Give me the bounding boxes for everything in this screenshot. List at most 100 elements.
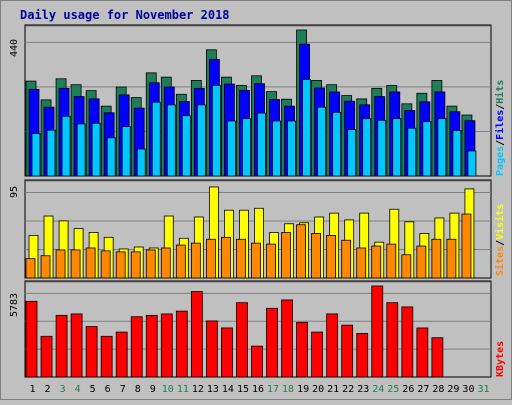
day-label-7: 7	[120, 384, 126, 395]
bar-sites-day-30	[461, 213, 472, 279]
bar-kbytes-day-21	[326, 313, 339, 378]
bar-pages-day-30	[467, 150, 477, 177]
bar-sites-day-7	[115, 251, 126, 279]
legend-panel2: Sites/Visits	[494, 204, 506, 276]
bar-sites-day-3	[55, 249, 66, 279]
bar-pages-day-25	[392, 118, 402, 177]
bar-pages-day-11	[181, 115, 191, 177]
day-label-20: 20	[312, 384, 324, 395]
bar-sites-day-18	[281, 232, 291, 279]
day-label-29: 29	[447, 384, 459, 395]
chart-title: Daily usage for November 2018	[20, 8, 230, 22]
bar-sites-day-21	[326, 234, 337, 279]
legend-panel3: KBytes	[495, 341, 506, 377]
day-label-28: 28	[432, 384, 444, 395]
bar-kbytes-day-16	[251, 345, 263, 378]
bar-sites-day-5	[85, 247, 96, 279]
bar-kbytes-day-20	[311, 331, 324, 378]
bar-sites-day-19	[296, 224, 306, 279]
bar-kbytes-day-17	[266, 307, 278, 378]
day-label-24: 24	[372, 384, 384, 395]
bar-kbytes-day-14	[221, 327, 233, 378]
bar-sites-day-2	[40, 255, 51, 279]
bar-pages-day-19	[302, 79, 311, 177]
bar-kbytes-day-28	[431, 337, 444, 378]
bar-sites-day-26	[401, 254, 412, 279]
day-label-2: 2	[45, 384, 51, 395]
legend-panel1: Pages/Files/Hits	[494, 80, 506, 176]
day-label-6: 6	[105, 384, 111, 395]
bar-sites-day-4	[70, 249, 81, 279]
bar-kbytes-day-25	[386, 302, 399, 378]
day-label-14: 14	[222, 384, 234, 395]
bar-kbytes-day-15	[236, 302, 248, 378]
bar-pages-day-12	[196, 104, 206, 177]
bar-sites-day-14	[221, 236, 231, 279]
bar-pages-day-27	[422, 121, 432, 177]
day-label-15: 15	[237, 384, 249, 395]
day-label-10: 10	[162, 384, 174, 395]
legend-entry: Hits	[494, 80, 506, 104]
bar-pages-day-3	[61, 115, 71, 177]
bar-kbytes-day-23	[356, 333, 369, 378]
day-label-18: 18	[282, 384, 294, 395]
bar-kbytes-day-4	[70, 313, 83, 378]
bar-pages-day-23	[362, 118, 372, 177]
bar-pages-day-21	[332, 111, 342, 177]
day-label-25: 25	[387, 384, 399, 395]
day-label-22: 22	[342, 384, 354, 395]
hits-files-pages-panel: 440	[9, 24, 492, 177]
bar-pages-day-17	[272, 120, 281, 177]
bar-pages-day-24	[377, 119, 387, 177]
bar-kbytes-day-9	[145, 314, 158, 378]
bar-pages-day-9	[151, 101, 161, 177]
bar-pages-day-28	[437, 118, 447, 177]
bar-kbytes-day-24	[371, 285, 384, 378]
bar-pages-day-29	[452, 130, 462, 177]
bar-sites-day-9	[145, 249, 156, 279]
day-label-16: 16	[252, 384, 264, 395]
bar-kbytes-day-7	[115, 331, 128, 378]
bar-sites-day-6	[100, 250, 111, 279]
legend-entry: /	[495, 240, 506, 246]
bar-sites-day-1	[25, 258, 36, 279]
day-labels: 1 2 3 4 5 6 7 8 9 10 11 12 13 14 15 16 17 18 19 20 21 22 23 24 2…	[30, 384, 490, 395]
bar-pages-day-2	[46, 129, 56, 177]
day-label-21: 21	[327, 384, 339, 395]
bar-kbytes-day-3	[55, 314, 68, 378]
day-label-8: 8	[135, 384, 141, 395]
legend-entry: Files	[494, 110, 506, 140]
bar-kbytes-day-18	[281, 299, 293, 378]
bar-sites-day-10	[160, 247, 171, 279]
bar-pages-day-7	[121, 126, 131, 177]
day-label-26: 26	[402, 384, 414, 395]
bar-sites-day-17	[266, 243, 276, 279]
bar-sites-day-16	[251, 242, 261, 279]
bar-kbytes-day-22	[341, 324, 354, 378]
day-label-12: 12	[192, 384, 204, 395]
day-label-31: 31	[477, 384, 489, 395]
bar-kbytes-day-8	[130, 316, 143, 378]
bar-sites-day-25	[386, 243, 397, 279]
bar-pages-day-15	[242, 118, 251, 177]
bar-sites-day-20	[311, 233, 322, 279]
legend-entry: /	[495, 140, 506, 146]
legend-entry: Visits	[494, 204, 506, 240]
day-label-17: 17	[267, 384, 279, 395]
bar-kbytes-day-27	[416, 327, 429, 378]
bar-kbytes-day-26	[401, 306, 414, 378]
bar-sites-day-11	[175, 244, 186, 279]
kbytes-panel: 5783	[9, 280, 492, 378]
bar-pages-day-14	[227, 120, 236, 177]
bar-pages-day-22	[347, 129, 357, 177]
bar-pages-day-16	[257, 112, 266, 177]
y-max-label: 440	[9, 39, 20, 57]
bar-kbytes-day-12	[190, 291, 203, 378]
day-label-9: 9	[150, 384, 156, 395]
day-label-19: 19	[297, 384, 309, 395]
bar-kbytes-day-5	[85, 326, 98, 378]
bar-sites-day-27	[416, 245, 427, 279]
bar-kbytes-day-2	[40, 335, 53, 378]
